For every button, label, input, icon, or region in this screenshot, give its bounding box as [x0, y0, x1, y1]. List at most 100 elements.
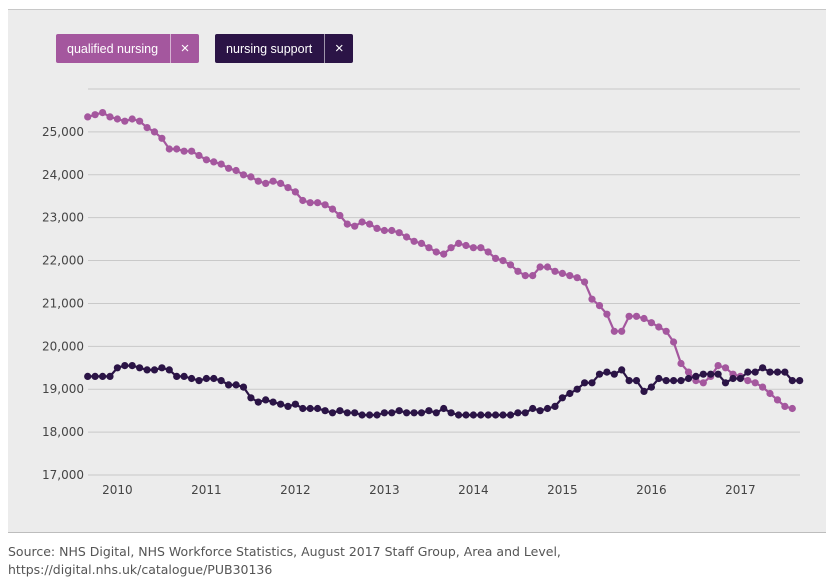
data-point-qualified-nursing: [351, 222, 359, 230]
data-point-nursing-support: [432, 409, 440, 417]
data-point-nursing-support: [373, 411, 381, 419]
data-point-qualified-nursing: [625, 312, 633, 320]
y-tick-label: 17,000: [42, 468, 84, 482]
data-point-nursing-support: [299, 404, 307, 413]
data-point-qualified-nursing: [655, 323, 663, 331]
data-point-qualified-nursing: [610, 327, 618, 335]
data-point-nursing-support: [173, 372, 181, 380]
data-point-qualified-nursing: [721, 364, 730, 372]
data-point-qualified-nursing: [314, 199, 322, 207]
data-point-qualified-nursing: [558, 269, 567, 277]
data-point-nursing-support: [417, 409, 426, 417]
data-point-qualified-nursing: [618, 327, 626, 335]
data-point-qualified-nursing: [595, 302, 604, 310]
data-point-qualified-nursing: [581, 278, 589, 286]
data-point-qualified-nursing: [551, 267, 559, 275]
data-point-qualified-nursing: [536, 263, 544, 271]
data-point-nursing-support: [380, 409, 388, 417]
data-point-qualified-nursing: [506, 261, 515, 269]
data-point-nursing-support: [655, 374, 663, 383]
data-point-qualified-nursing: [128, 115, 136, 123]
data-point-nursing-support: [143, 366, 151, 374]
data-point-nursing-support: [351, 409, 359, 417]
data-point-nursing-support: [195, 377, 203, 385]
legend-chip-qualified-nursing[interactable]: qualified nursing ×: [56, 34, 200, 63]
data-point-qualified-nursing: [269, 177, 277, 185]
data-point-nursing-support: [262, 396, 270, 404]
line-chart: 17,000 18,000 19,000 20,000 21,000 22,000 23,0…: [42, 88, 804, 497]
data-point-qualified-nursing: [291, 188, 299, 196]
data-point-qualified-nursing: [514, 267, 522, 275]
data-point-qualified-nursing: [150, 128, 159, 136]
data-point-qualified-nursing: [603, 310, 611, 318]
data-point-qualified-nursing: [462, 241, 470, 250]
data-point-nursing-support: [521, 409, 529, 417]
data-point-nursing-support: [736, 374, 745, 383]
remove-nursing-support-close-icon[interactable]: ×: [324, 34, 353, 63]
data-point-qualified-nursing: [232, 166, 240, 175]
data-point-qualified-nursing: [588, 295, 596, 303]
data-point-nursing-support: [684, 374, 693, 383]
data-point-qualified-nursing: [180, 147, 188, 155]
y-tick-label: 19,000: [42, 382, 84, 396]
data-point-nursing-support: [328, 409, 337, 417]
legend-label-nursing-support: nursing support: [226, 41, 313, 56]
data-point-nursing-support: [536, 407, 544, 415]
data-point-qualified-nursing: [106, 113, 114, 121]
data-point-qualified-nursing: [328, 205, 337, 213]
data-point-nursing-support: [588, 379, 596, 387]
data-point-qualified-nursing: [662, 327, 670, 335]
data-point-nursing-support: [321, 407, 329, 415]
data-point-qualified-nursing: [336, 211, 344, 220]
x-tick-label: 2014: [458, 483, 489, 497]
legend-label-qualified-nursing: qualified nursing: [67, 41, 159, 56]
data-point-qualified-nursing: [684, 368, 693, 376]
data-point-nursing-support: [766, 368, 774, 376]
data-point-qualified-nursing: [788, 404, 796, 413]
data-point-qualified-nursing: [766, 389, 774, 398]
data-point-nursing-support: [277, 400, 285, 408]
data-point-nursing-support: [395, 407, 403, 415]
data-point-qualified-nursing: [262, 179, 270, 187]
data-point-nursing-support: [759, 364, 767, 372]
y-tick-label: 25,000: [42, 125, 84, 139]
remove-qualified-nursing-close-icon[interactable]: ×: [170, 34, 199, 63]
data-point-qualified-nursing: [299, 196, 307, 205]
data-point-nursing-support: [165, 366, 173, 374]
y-tick-label: 18,000: [42, 425, 84, 439]
data-point-qualified-nursing: [121, 117, 129, 125]
data-point-qualified-nursing: [759, 383, 767, 391]
data-point-nursing-support: [581, 379, 589, 387]
data-point-nursing-support: [202, 374, 210, 383]
legend: qualified nursing × nursing support ×: [56, 34, 354, 63]
data-point-qualified-nursing: [380, 226, 388, 235]
data-point-nursing-support: [484, 411, 492, 419]
data-point-nursing-support: [551, 402, 559, 410]
data-point-qualified-nursing: [321, 201, 329, 209]
data-point-qualified-nursing: [699, 379, 707, 387]
data-point-nursing-support: [291, 400, 299, 408]
data-point-qualified-nursing: [239, 171, 248, 179]
x-tick-label: 2012: [280, 483, 311, 497]
data-point-nursing-support: [506, 411, 515, 419]
data-point-nursing-support: [225, 381, 233, 389]
data-point-qualified-nursing: [165, 145, 173, 153]
data-point-nursing-support: [573, 385, 581, 393]
data-point-nursing-support: [388, 409, 396, 417]
data-point-nursing-support: [180, 372, 188, 380]
data-point-nursing-support: [751, 368, 759, 376]
data-point-nursing-support: [343, 409, 351, 417]
data-point-qualified-nursing: [158, 134, 166, 142]
data-point-nursing-support: [566, 389, 574, 398]
legend-chip-nursing-support[interactable]: nursing support ×: [215, 34, 354, 63]
x-tick-label: 2015: [547, 483, 578, 497]
data-point-nursing-support: [188, 374, 196, 383]
data-point-qualified-nursing: [403, 233, 411, 241]
data-point-qualified-nursing: [395, 229, 403, 237]
data-point-nursing-support: [150, 366, 159, 374]
data-point-nursing-support: [558, 394, 567, 402]
data-point-qualified-nursing: [210, 158, 218, 166]
data-point-nursing-support: [136, 364, 144, 372]
data-point-nursing-support: [366, 411, 374, 419]
data-point-qualified-nursing: [284, 184, 292, 192]
